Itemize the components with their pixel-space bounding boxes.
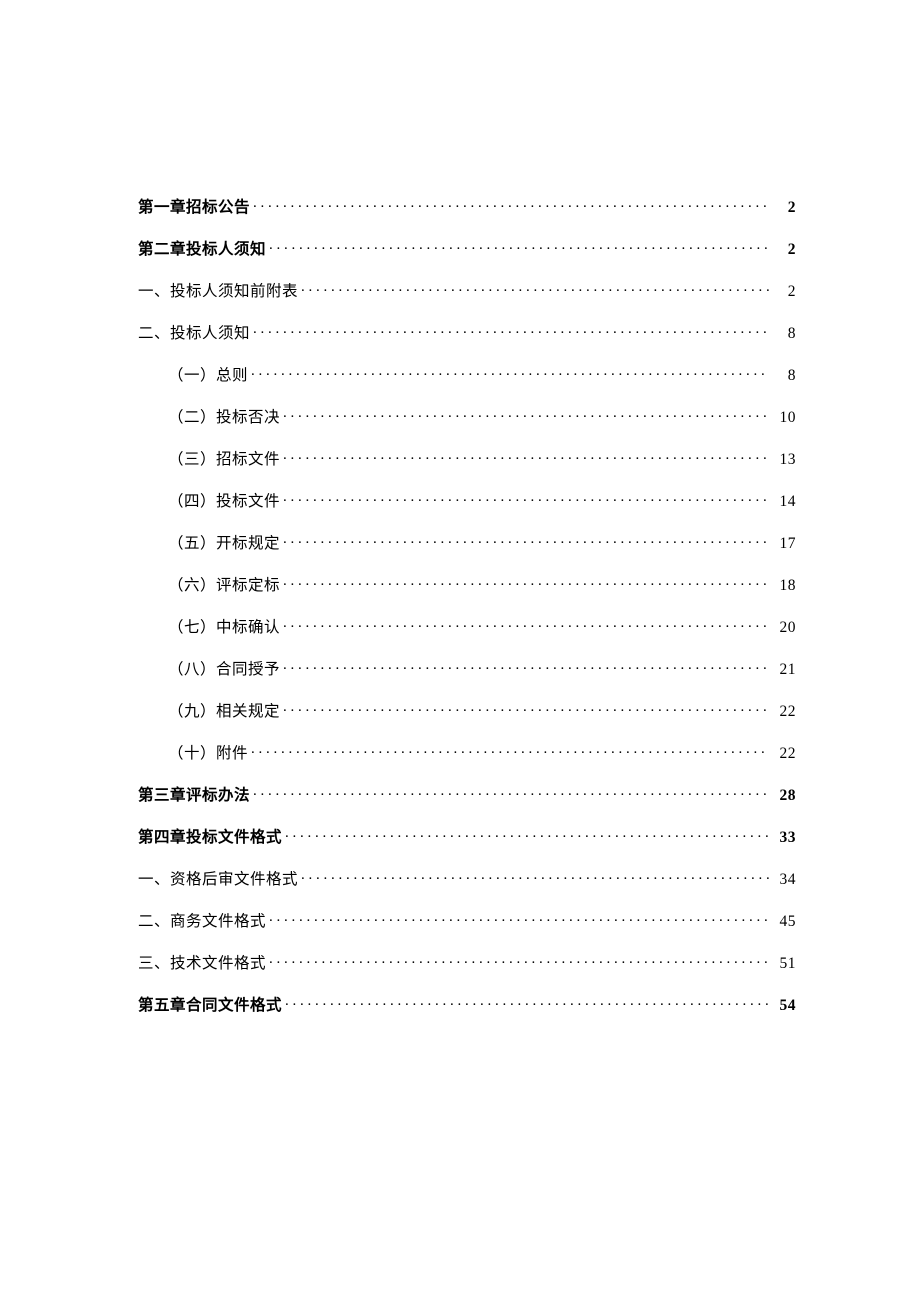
toc-leader-dots xyxy=(251,365,769,381)
toc-entry-page: 20 xyxy=(772,619,796,637)
toc-entry-page: 22 xyxy=(772,745,796,763)
toc-entry: 第三章评标办法 28 xyxy=(138,783,796,805)
toc-leader-dots xyxy=(253,323,769,339)
toc-entry-page: 22 xyxy=(772,703,796,721)
toc-entry-page: 45 xyxy=(772,913,796,931)
toc-entry: （五）开标规定 17 xyxy=(138,531,796,553)
toc-entry-page: 2 xyxy=(772,283,796,301)
toc-entry: （七）中标确认 20 xyxy=(138,615,796,637)
toc-leader-dots xyxy=(269,953,769,969)
toc-entry-label: 第五章合同文件格式 xyxy=(138,993,282,1015)
toc-entry-page: 14 xyxy=(772,493,796,511)
toc-entry-page: 2 xyxy=(772,199,796,217)
toc-entry-page: 8 xyxy=(772,367,796,385)
toc-leader-dots xyxy=(269,911,769,927)
toc-entry-page: 34 xyxy=(772,871,796,889)
toc-entry-label: （六）评标定标 xyxy=(168,573,280,595)
toc-entry-label: （四）投标文件 xyxy=(168,489,280,511)
toc-entry-label: （八）合同授予 xyxy=(168,657,280,679)
toc-entry: （十）附件 22 xyxy=(138,741,796,763)
toc-entry-label: （三）招标文件 xyxy=(168,447,280,469)
toc-entry: 一、投标人须知前附表 2 xyxy=(138,279,796,301)
toc-entry-page: 51 xyxy=(772,955,796,973)
toc-leader-dots xyxy=(283,617,769,633)
toc-entry: 第五章合同文件格式 54 xyxy=(138,993,796,1015)
toc-leader-dots xyxy=(285,995,769,1011)
toc-leader-dots xyxy=(301,869,769,885)
toc-entry-page: 28 xyxy=(772,787,796,805)
toc-entry-page: 13 xyxy=(772,451,796,469)
toc-entry-label: 二、商务文件格式 xyxy=(138,909,266,931)
toc-entry: （二）投标否决 10 xyxy=(138,405,796,427)
toc-entry-label: 一、资格后审文件格式 xyxy=(138,867,298,889)
toc-leader-dots xyxy=(283,491,769,507)
toc-entry-page: 18 xyxy=(772,577,796,595)
toc-entry: 三、技术文件格式 51 xyxy=(138,951,796,973)
toc-leader-dots xyxy=(283,659,769,675)
toc-entry-label: 三、技术文件格式 xyxy=(138,951,266,973)
toc-leader-dots xyxy=(283,701,769,717)
toc-entry-label: 第三章评标办法 xyxy=(138,783,250,805)
toc-leader-dots xyxy=(283,407,769,423)
table-of-contents: 第一章招标公告2第二章投标人须知2一、投标人须知前附表2二、投标人须知8（一）总… xyxy=(138,195,796,1015)
toc-entry-label: （五）开标规定 xyxy=(168,531,280,553)
toc-entry-page: 17 xyxy=(772,535,796,553)
toc-entry-label: （二）投标否决 xyxy=(168,405,280,427)
toc-entry: 二、商务文件格式 45 xyxy=(138,909,796,931)
toc-leader-dots xyxy=(253,197,769,213)
toc-entry-label: （一）总则 xyxy=(168,363,248,385)
toc-leader-dots xyxy=(285,827,769,843)
toc-entry-label: 一、投标人须知前附表 xyxy=(138,279,298,301)
toc-entry-page: 21 xyxy=(772,661,796,679)
toc-entry: 第四章投标文件格式 33 xyxy=(138,825,796,847)
toc-entry-label: 二、投标人须知 xyxy=(138,321,250,343)
toc-leader-dots xyxy=(269,239,769,255)
toc-entry: 第二章投标人须知 2 xyxy=(138,237,796,259)
toc-entry: （四）投标文件 14 xyxy=(138,489,796,511)
toc-entry-page: 2 xyxy=(772,241,796,259)
toc-entry: 二、投标人须知 8 xyxy=(138,321,796,343)
toc-entry: 第一章招标公告 2 xyxy=(138,195,796,217)
toc-entry-page: 33 xyxy=(772,829,796,847)
toc-entry: （八）合同授予 21 xyxy=(138,657,796,679)
toc-leader-dots xyxy=(283,575,769,591)
toc-leader-dots xyxy=(283,533,769,549)
toc-entry-label: 第四章投标文件格式 xyxy=(138,825,282,847)
toc-entry-label: （十）附件 xyxy=(168,741,248,763)
toc-entry: （九）相关规定 22 xyxy=(138,699,796,721)
toc-entry-label: （九）相关规定 xyxy=(168,699,280,721)
toc-entry: 一、资格后审文件格式 34 xyxy=(138,867,796,889)
toc-leader-dots xyxy=(253,785,769,801)
toc-entry: （一）总则 8 xyxy=(138,363,796,385)
toc-entry-label: （七）中标确认 xyxy=(168,615,280,637)
toc-entry: （三）招标文件 13 xyxy=(138,447,796,469)
toc-entry-page: 8 xyxy=(772,325,796,343)
toc-entry-page: 10 xyxy=(772,409,796,427)
toc-entry: （六）评标定标 18 xyxy=(138,573,796,595)
toc-leader-dots xyxy=(283,449,769,465)
toc-leader-dots xyxy=(301,281,769,297)
toc-entry-label: 第二章投标人须知 xyxy=(138,237,266,259)
toc-entry-page: 54 xyxy=(772,997,796,1015)
toc-leader-dots xyxy=(251,743,769,759)
toc-entry-label: 第一章招标公告 xyxy=(138,195,250,217)
